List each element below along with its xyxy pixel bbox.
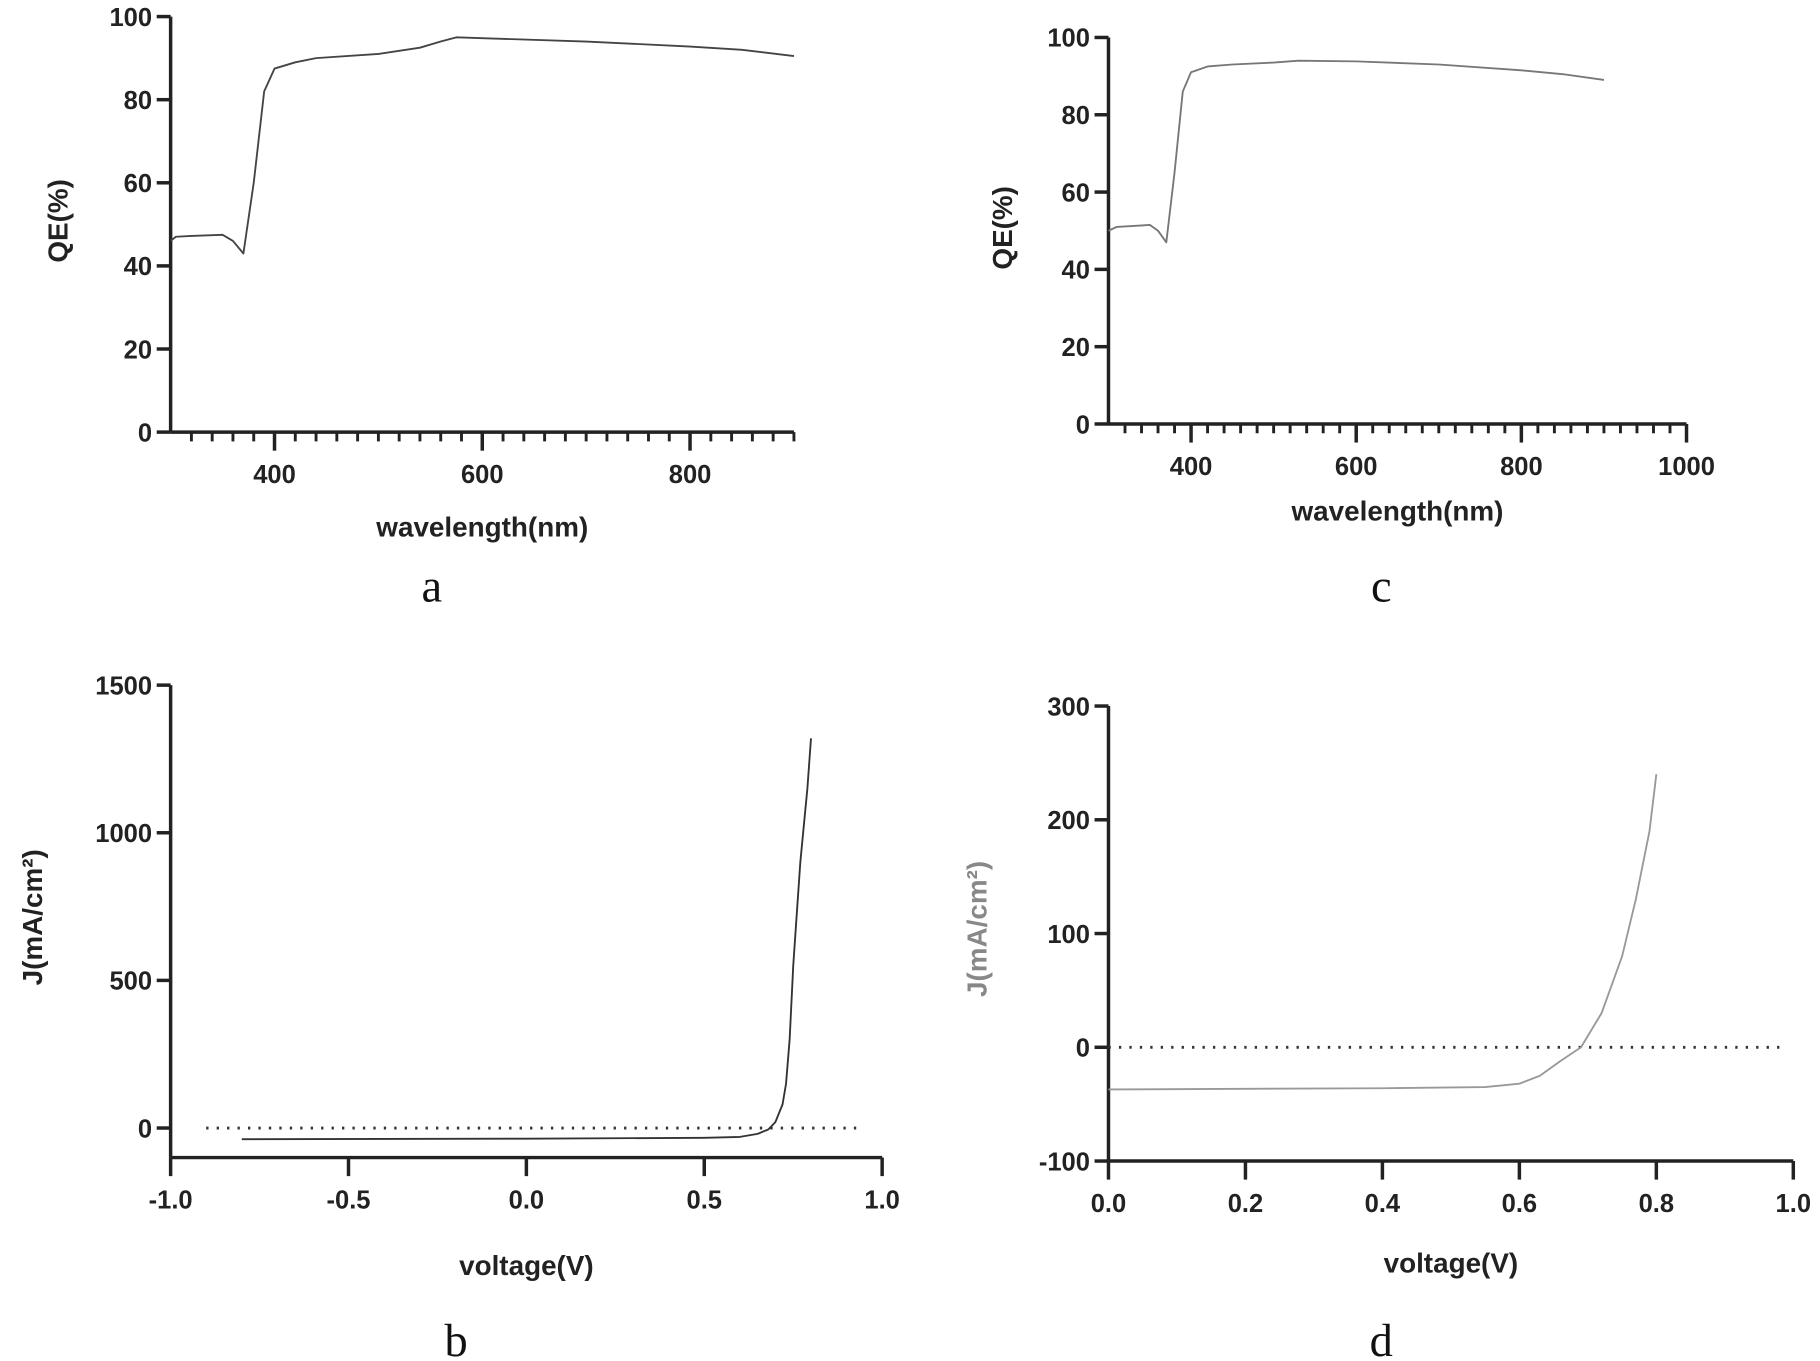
panel-label: a bbox=[421, 562, 442, 613]
x-tick-label: -1.0 bbox=[149, 1187, 193, 1215]
x-tick-label: 0.0 bbox=[1091, 1190, 1126, 1218]
panel-label: d bbox=[1370, 1316, 1393, 1361]
y-tick-label: 0 bbox=[1076, 411, 1090, 439]
y-tick-label: 100 bbox=[1047, 921, 1090, 949]
x-tick-label: 1.0 bbox=[864, 1187, 899, 1215]
x-tick-label: 0.2 bbox=[1228, 1190, 1263, 1218]
y-tick-label: 60 bbox=[124, 170, 152, 198]
y-axis-label: J(mA/cm²) bbox=[962, 861, 993, 997]
data-series-line bbox=[241, 738, 812, 1141]
x-tick-label: 800 bbox=[669, 461, 712, 489]
panel-b: 0 500 1000 1500 -1.0 -0.5 0.0 0.5 1.0 voltage(V) J… bbox=[17, 672, 900, 1361]
y-tick-label: 100 bbox=[109, 4, 152, 32]
y-tick-label: 20 bbox=[124, 336, 152, 364]
x-tick-label: 400 bbox=[253, 461, 296, 489]
x-tick-label: 600 bbox=[461, 461, 504, 489]
y-tick-label: 20 bbox=[1062, 334, 1090, 362]
panel-c: 0 20 40 60 80 100 400 600 800 1000 wavelength(nm) Q… bbox=[987, 25, 1715, 613]
data-series-line bbox=[170, 36, 795, 255]
panel-a: 0 20 40 60 80 100 400 600 800 wavelength(nm) QE(%)… bbox=[42, 4, 796, 613]
panel-d: -100 0 100 200 300 0.0 0.2 0.4 0.6 0.8 1.0 voltage(… bbox=[962, 693, 1811, 1361]
y-tick-label: -100 bbox=[1039, 1148, 1090, 1176]
y-tick-label: 500 bbox=[109, 968, 152, 996]
y-tick-label: 80 bbox=[124, 87, 152, 115]
x-axis-label: voltage(V) bbox=[1384, 1247, 1519, 1278]
panel-label: c bbox=[1371, 562, 1392, 613]
y-tick-label: 300 bbox=[1047, 693, 1090, 721]
y-tick-label: 1500 bbox=[95, 672, 152, 700]
x-tick-label: 0.6 bbox=[1502, 1190, 1537, 1218]
x-tick-label: 0.4 bbox=[1365, 1190, 1401, 1218]
x-tick-label: 1.0 bbox=[1776, 1190, 1811, 1218]
x-tick-label: 0.5 bbox=[687, 1187, 722, 1215]
panel-label: b bbox=[445, 1316, 468, 1361]
y-tick-label: 0 bbox=[138, 419, 152, 447]
x-tick-label: -0.5 bbox=[327, 1187, 371, 1215]
y-tick-label: 100 bbox=[1047, 25, 1090, 53]
y-tick-label: 40 bbox=[1062, 257, 1090, 285]
y-tick-label: 0 bbox=[138, 1115, 152, 1143]
y-tick-label: 60 bbox=[1062, 179, 1090, 207]
y-tick-label: 0 bbox=[1076, 1035, 1090, 1063]
y-axis-label: QE(%) bbox=[987, 186, 1018, 270]
y-tick-label: 1000 bbox=[95, 820, 152, 848]
x-tick-label: 0.0 bbox=[509, 1187, 544, 1215]
x-tick-label: 600 bbox=[1335, 453, 1378, 481]
x-tick-label: 800 bbox=[1500, 453, 1543, 481]
x-axis-label: voltage(V) bbox=[459, 1250, 594, 1281]
y-tick-label: 80 bbox=[1062, 102, 1090, 130]
y-axis-label: J(mA/cm²) bbox=[17, 849, 48, 985]
data-series-line bbox=[1108, 774, 1658, 1091]
y-tick-label: 200 bbox=[1047, 807, 1090, 835]
x-axis-label: wavelength(nm) bbox=[375, 512, 588, 543]
x-tick-label: 400 bbox=[1170, 453, 1213, 481]
x-tick-label: 0.8 bbox=[1639, 1190, 1674, 1218]
y-tick-label: 40 bbox=[124, 253, 152, 281]
data-series-line bbox=[1108, 59, 1605, 244]
x-tick-label: 1000 bbox=[1658, 453, 1715, 481]
y-axis-label: QE(%) bbox=[42, 179, 73, 263]
x-axis-label: wavelength(nm) bbox=[1291, 495, 1504, 526]
